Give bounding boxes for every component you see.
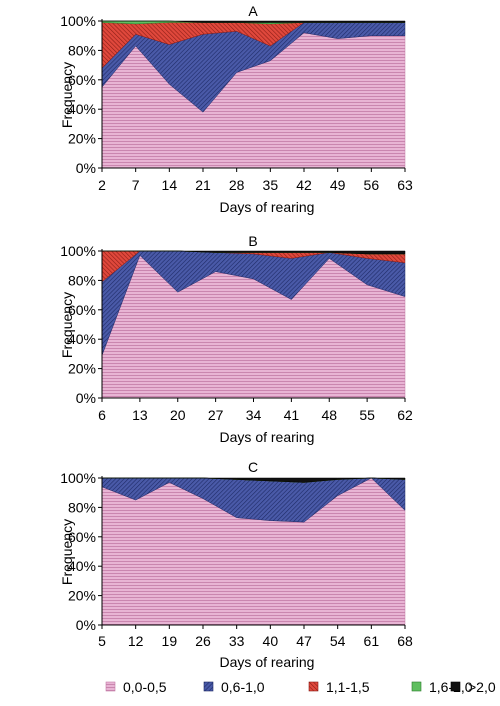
x-tick-label: 49 [330, 177, 346, 193]
x-tick-label: 5 [98, 633, 106, 649]
y-tick-label: 100% [60, 243, 96, 259]
panel-b: B 0% 20% 40% 60% 80% 100% 6 13 20 27 34 41 48 55 62 Da… [59, 233, 413, 445]
y-tick-label: 100% [60, 470, 96, 486]
legend-label: 1,1-1,5 [326, 679, 370, 695]
x-tick-label: 62 [397, 407, 413, 423]
panel-c: C 0%20%40%60%80%100%5 12 19 26 33 40 47 54 61 68 … [59, 459, 413, 670]
x-tick-label: 42 [296, 177, 312, 193]
panel-c-plot: 0% 20% 40% 60% 80% 100% 5 12 19 26 33 40 47 54 61 68 [60, 470, 413, 649]
x-tick-label: 2 [98, 177, 106, 193]
x-tick-label: 12 [128, 633, 144, 649]
legend-label: 0,0-0,5 [123, 679, 167, 695]
y-tick-label: 40% [68, 558, 96, 574]
legend-swatch [308, 681, 319, 692]
y-tick-label: 60% [68, 529, 96, 545]
y-tick-label: 100% [60, 13, 96, 29]
series-gt2-0-area [102, 250, 406, 255]
y-tick-label: 80% [68, 272, 96, 288]
y-tick-label: 20% [68, 361, 96, 377]
series-gt2-0-area [102, 20, 406, 23]
panel-b-title: B [248, 233, 257, 249]
x-tick-label: 7 [132, 177, 140, 193]
x-tick-label: 13 [132, 407, 148, 423]
legend-label: 0,6-1,0 [221, 679, 265, 695]
panel-c-title: C [248, 459, 258, 475]
legend-item-0-6-1-0: 0,6-1,0 [203, 679, 265, 695]
x-tick-label: 20 [170, 407, 186, 423]
x-tick-label: 35 [263, 177, 279, 193]
x-tick-label: 55 [359, 407, 375, 423]
y-tick-label: 0% [76, 617, 96, 633]
y-tick-label: 80% [68, 499, 96, 515]
x-tick-label: 48 [321, 407, 337, 423]
x-tick-label: 40 [263, 633, 279, 649]
x-tick-label: 26 [195, 633, 211, 649]
panel-a-title: A [248, 3, 258, 19]
x-tick-label: 14 [162, 177, 178, 193]
panel-a: A 0% 20% 40% 60% 80% 100% 2 7 14 21 28 35 42 49 56 63 D… [59, 3, 413, 215]
x-tick-label: 27 [208, 407, 224, 423]
legend-item-1-1-1-5: 1,1-1,5 [308, 679, 370, 695]
x-tick-label: 34 [246, 407, 262, 423]
x-tick-label: 28 [229, 177, 245, 193]
y-tick-label: 20% [68, 588, 96, 604]
y-tick-label: 0% [76, 160, 96, 176]
x-tick-label: 56 [364, 177, 380, 193]
x-tick-label: 61 [364, 633, 380, 649]
legend-label: >2,0 [468, 679, 496, 695]
y-tick-label: 60% [68, 72, 96, 88]
panel-c-ylabel: Frequency [59, 519, 75, 585]
y-tick-label: 40% [68, 101, 96, 117]
y-tick-label: 0% [76, 390, 96, 406]
panel-b-plot: 0% 20% 40% 60% 80% 100% 6 13 20 27 34 41 48 55 62 [60, 243, 413, 423]
y-tick-label: 40% [68, 331, 96, 347]
panel-a-plot: 0% 20% 40% 60% 80% 100% 2 7 14 21 28 35 42 49 56 63 [60, 13, 413, 193]
x-tick-label: 19 [162, 633, 178, 649]
panel-a-ylabel: Frequency [59, 62, 75, 128]
legend-swatch [105, 681, 116, 692]
legend-item-gt2-0: >2,0 [450, 679, 496, 695]
x-tick-label: 47 [296, 633, 312, 649]
y-tick-label: 80% [68, 42, 96, 58]
legend-swatch [450, 681, 461, 692]
x-tick-label: 54 [330, 633, 346, 649]
x-tick-label: 63 [397, 177, 413, 193]
x-tick-label: 33 [229, 633, 245, 649]
series-gt2-0-area [102, 477, 406, 483]
panel-b-ylabel: Frequency [59, 292, 75, 358]
legend: 0,0-0,5 0,6-1,0 1,1-1,5 1,6-2,0>2,0 [105, 679, 496, 695]
panel-b-xlabel: Days of rearing [220, 429, 315, 445]
x-tick-label: 68 [397, 633, 413, 649]
legend-item-1-6-2-0: 1,6-2,0 [411, 679, 473, 695]
x-tick-label: 6 [98, 407, 106, 423]
legend-item-0-0-0-5: 0,0-0,5 [105, 679, 167, 695]
legend-swatch [411, 681, 422, 692]
x-tick-label: 41 [284, 407, 300, 423]
x-tick-label: 21 [195, 177, 211, 193]
legend-swatch [203, 681, 214, 692]
panel-a-xlabel: Days of rearing [220, 199, 315, 215]
y-tick-label: 20% [68, 131, 96, 147]
panel-c-xlabel: Days of rearing [220, 654, 315, 670]
y-tick-label: 60% [68, 302, 96, 318]
